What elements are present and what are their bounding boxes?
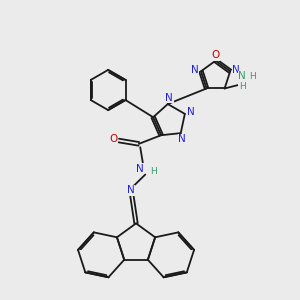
Text: N: N	[191, 65, 199, 75]
Text: N: N	[136, 164, 143, 174]
Text: H: H	[249, 72, 256, 81]
Text: N: N	[187, 107, 195, 118]
Text: N: N	[127, 185, 134, 196]
Text: N: N	[178, 134, 186, 144]
Text: N: N	[232, 65, 240, 75]
Text: H: H	[150, 167, 157, 176]
Text: O: O	[109, 134, 117, 144]
Text: O: O	[212, 50, 220, 60]
Text: N: N	[165, 93, 173, 103]
Text: N: N	[238, 71, 246, 82]
Text: H: H	[239, 82, 246, 91]
